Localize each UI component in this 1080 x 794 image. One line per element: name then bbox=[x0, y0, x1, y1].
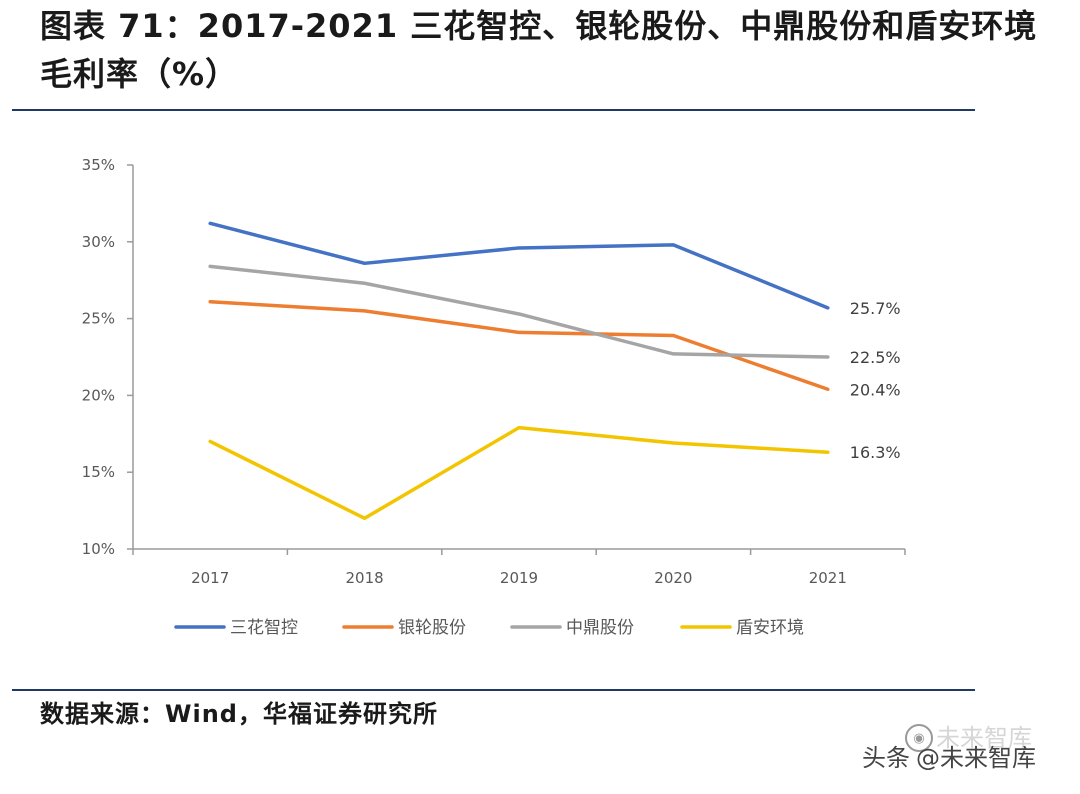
y-tick-label: 20% bbox=[82, 386, 115, 404]
end-data-label: 22.5% bbox=[850, 348, 901, 367]
y-tick-label: 35% bbox=[82, 156, 115, 174]
chart-axes: 10% 15% 20% 25% 30% 35% 2017 2018 2019 2020 2021 bbox=[82, 156, 906, 587]
end-data-label: 25.7% bbox=[850, 299, 901, 318]
x-tick-label: 2018 bbox=[346, 569, 384, 587]
data-source: 数据来源：Wind，华福证券研究所 bbox=[40, 700, 438, 728]
y-tick-label: 30% bbox=[82, 233, 115, 251]
watermark-platform: 头条 bbox=[862, 744, 910, 772]
end-data-label: 20.4% bbox=[850, 380, 901, 399]
wechat-icon: ◉ bbox=[905, 724, 933, 752]
y-tick-label: 10% bbox=[82, 540, 115, 558]
chart-end-labels: 25.7% 20.4% 22.5% 16.3% bbox=[850, 299, 901, 462]
series-line-4 bbox=[208, 425, 830, 521]
x-tick-label: 2017 bbox=[191, 569, 229, 587]
legend-label: 三花智控 bbox=[230, 618, 298, 638]
x-tick-label: 2019 bbox=[500, 569, 538, 587]
series-line-1 bbox=[208, 221, 830, 310]
line-chart: 10% 15% 20% 25% 30% 35% 2017 2018 2019 2020 2021 2… bbox=[82, 156, 906, 638]
x-tick-label: 2021 bbox=[809, 569, 847, 587]
watermark: 头条 @未来智库 bbox=[862, 738, 1036, 773]
y-tick-label: 25% bbox=[82, 310, 115, 328]
chart-series bbox=[208, 221, 830, 521]
series-line-3 bbox=[208, 264, 830, 359]
x-tick-label: 2020 bbox=[654, 569, 692, 587]
legend-label: 中鼎股份 bbox=[566, 618, 634, 638]
y-tick-label: 15% bbox=[82, 463, 115, 481]
watermark-logo-name: 未来智库 bbox=[936, 724, 1032, 752]
end-data-label: 16.3% bbox=[850, 443, 901, 462]
watermark-handle: @未来智库 bbox=[916, 744, 1036, 772]
legend-label: 银轮股份 bbox=[398, 618, 466, 638]
chart-title: 图表 71：2017-2021 三花智控、银轮股份、中鼎股份和盾安环境毛利率（%… bbox=[40, 7, 1038, 93]
chart-legend: 三花智控 银轮股份 中鼎股份 盾安环境 bbox=[174, 618, 804, 638]
top-divider bbox=[12, 109, 975, 111]
bottom-divider bbox=[12, 689, 975, 691]
legend-label: 盾安环境 bbox=[736, 618, 804, 638]
